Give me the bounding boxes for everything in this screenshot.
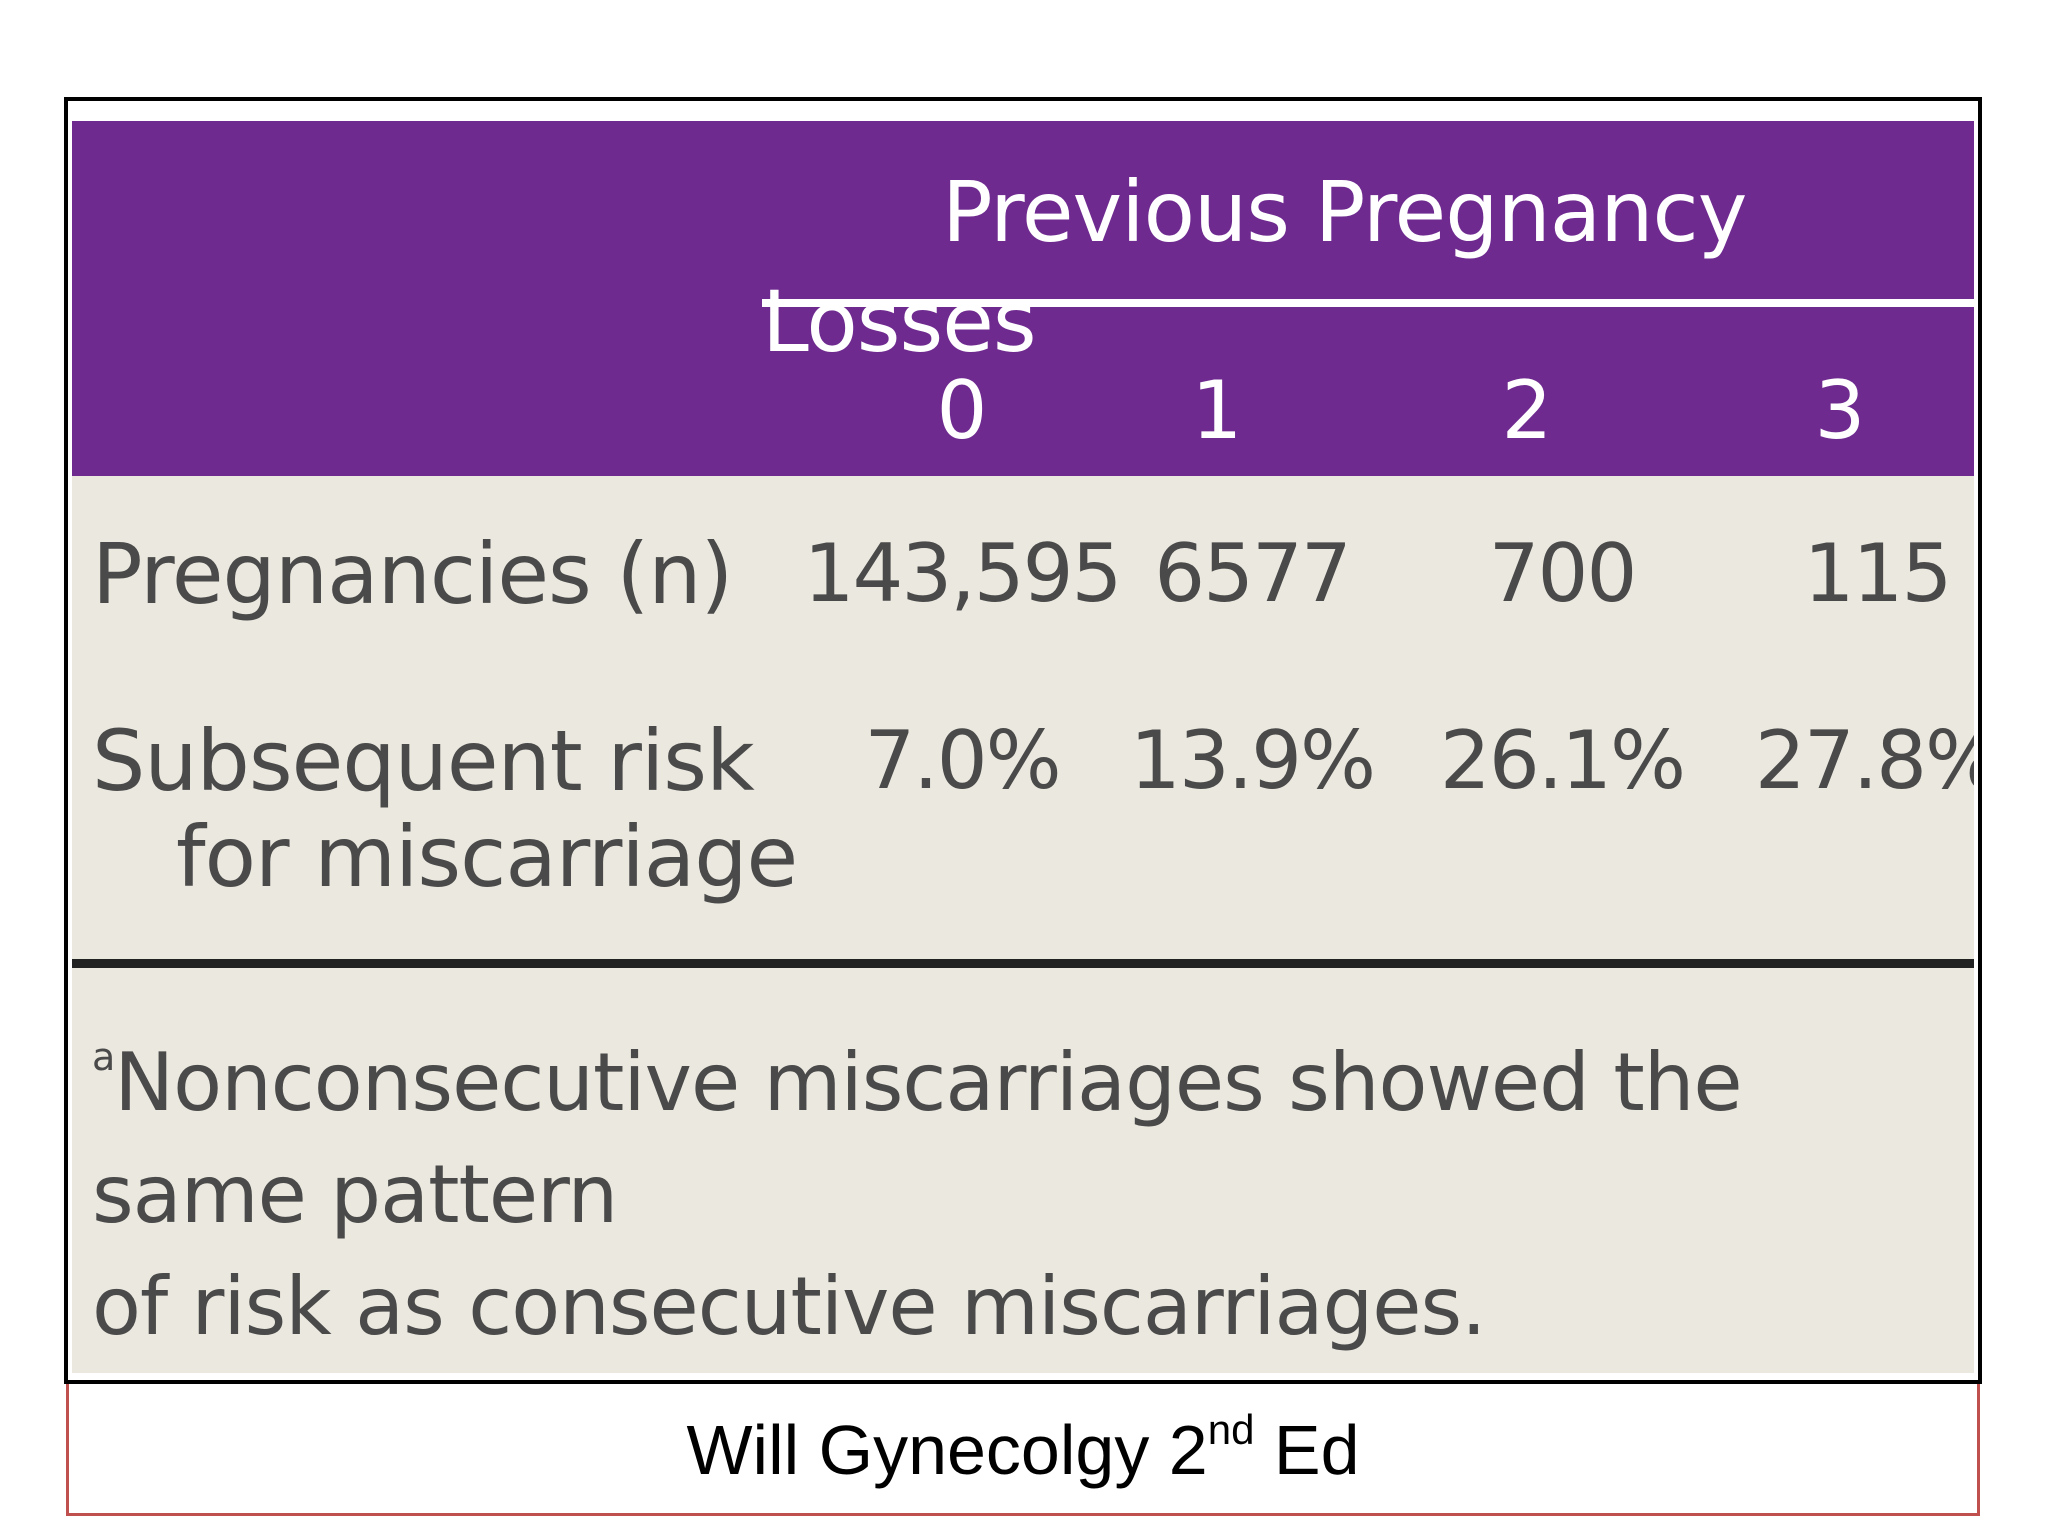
caption: Will Gynecolgy 2nd Ed	[69, 1408, 1977, 1492]
cell-risk-1: 13.9%	[1129, 714, 1376, 807]
group-header-rule	[762, 299, 1974, 307]
caption-edition: Ed	[1254, 1411, 1360, 1489]
cell-risk-3: 27.8%	[1754, 714, 1974, 807]
source-note: Data from Bhattacharya, 2010.	[92, 1363, 1952, 1373]
cell-risk-2: 26.1%	[1439, 714, 1686, 807]
row-label-pregnancies: Pregnancies (n)	[92, 525, 733, 623]
miscarriage-risk-table: Previous Pregnancy Losses 0 1 2 3 Pregna…	[72, 121, 1974, 1373]
cell-pregnancies-2: 700	[1488, 527, 1638, 620]
footnote-line-2: of risk as consecutive miscarriages.	[92, 1260, 1487, 1353]
caption-superscript: nd	[1207, 1406, 1255, 1453]
caption-box: Will Gynecolgy 2nd Ed	[66, 1384, 1980, 1516]
footnote-text-1: Nonconsecutive miscarriages showed the s…	[92, 1036, 1743, 1241]
column-header-2: 2	[1501, 364, 1553, 457]
group-header-title: Previous Pregnancy Losses	[762, 163, 1747, 371]
table-header-band: Previous Pregnancy Losses 0 1 2 3	[72, 121, 1974, 476]
cell-pregnancies-3: 115	[1803, 527, 1953, 620]
cell-pregnancies-0: 143,595	[803, 527, 1123, 620]
footnote-marker: a	[92, 1035, 115, 1079]
caption-text: Will Gynecolgy 2	[686, 1411, 1208, 1489]
cell-risk-0: 7.0%	[864, 714, 1061, 807]
cell-pregnancies-1: 6577	[1154, 527, 1352, 620]
table-footer-separator	[72, 959, 1974, 968]
table-notes: aNonconsecutive miscarriages showed the …	[92, 1027, 1952, 1373]
table-frame: Previous Pregnancy Losses 0 1 2 3 Pregna…	[64, 97, 1982, 1384]
column-header-0: 0	[936, 364, 988, 457]
footnote-line-1: aNonconsecutive miscarriages showed the …	[92, 1027, 1952, 1251]
row-label-line-1: Subsequent risk	[92, 712, 755, 810]
row-label-line-2: for miscarriage	[176, 808, 798, 906]
row-label-subsequent-risk: Subsequent risk for miscarriage	[92, 712, 798, 906]
column-header-1: 1	[1191, 364, 1243, 457]
column-header-3: 3	[1814, 364, 1866, 457]
